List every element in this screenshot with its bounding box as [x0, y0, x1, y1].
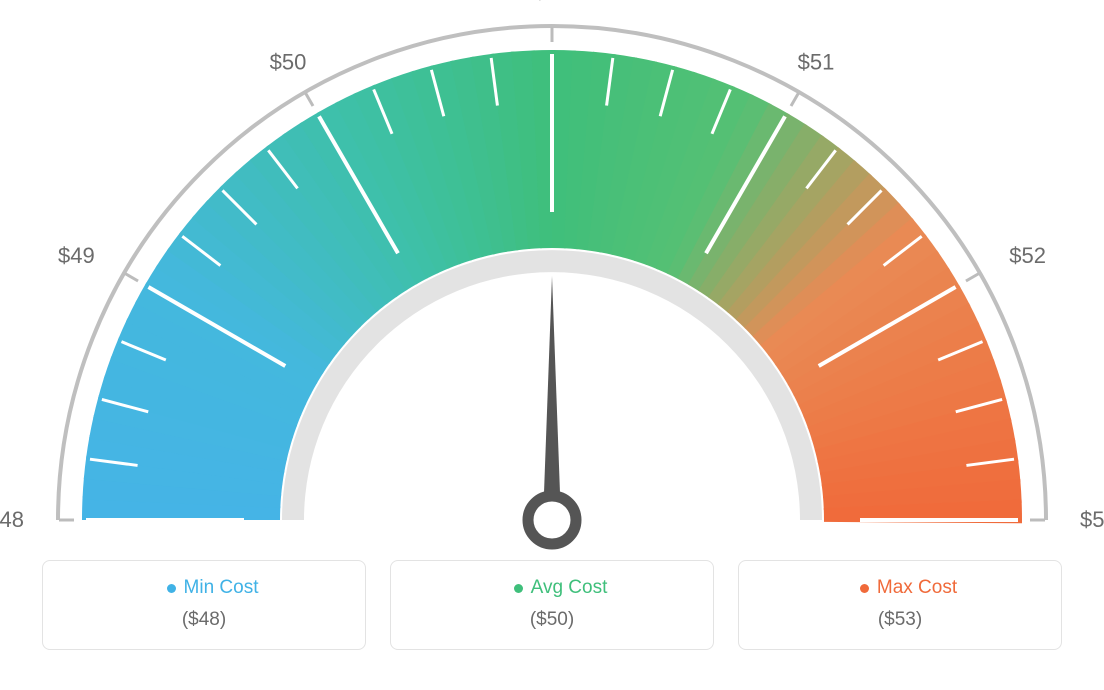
legend-label: Max Cost [877, 577, 957, 599]
legend-card-min: Min Cost ($48) [42, 560, 366, 650]
legend-dot-icon [167, 584, 176, 593]
gauge-needle [543, 276, 561, 520]
cost-gauge: $48 $49 $50 $50 $51 $52 $53 [0, 0, 1104, 560]
legend-card-avg: Avg Cost ($50) [390, 560, 714, 650]
scale-label: $48 [0, 507, 24, 532]
legend-value: ($50) [391, 609, 713, 631]
legend-title: Min Cost [150, 577, 259, 599]
scale-label: $53 [1080, 507, 1104, 532]
gauge-svg: $48 $49 $50 $50 $51 $52 $53 [0, 0, 1104, 560]
scale-label: $50 [270, 50, 307, 75]
tick-outer [791, 93, 799, 106]
legend-dot-icon [860, 584, 869, 593]
legend-label: Avg Cost [531, 577, 608, 599]
scale-label: $52 [1009, 243, 1046, 268]
legend-title: Max Cost [843, 577, 957, 599]
legend-value: ($48) [43, 609, 365, 631]
tick-outer [966, 274, 979, 282]
legend-row: Min Cost ($48) Avg Cost ($50) Max Cost ($53) [0, 560, 1104, 672]
legend-value: ($53) [739, 609, 1061, 631]
needle-hub [528, 496, 576, 544]
tick-outer [125, 274, 138, 282]
legend-title: Avg Cost [497, 577, 608, 599]
tick-outer [306, 93, 314, 106]
scale-label: $49 [58, 243, 95, 268]
legend-label: Min Cost [184, 577, 259, 599]
legend-dot-icon [514, 584, 523, 593]
scale-label: $50 [534, 0, 571, 4]
scale-label: $51 [798, 50, 835, 75]
legend-card-max: Max Cost ($53) [738, 560, 1062, 650]
